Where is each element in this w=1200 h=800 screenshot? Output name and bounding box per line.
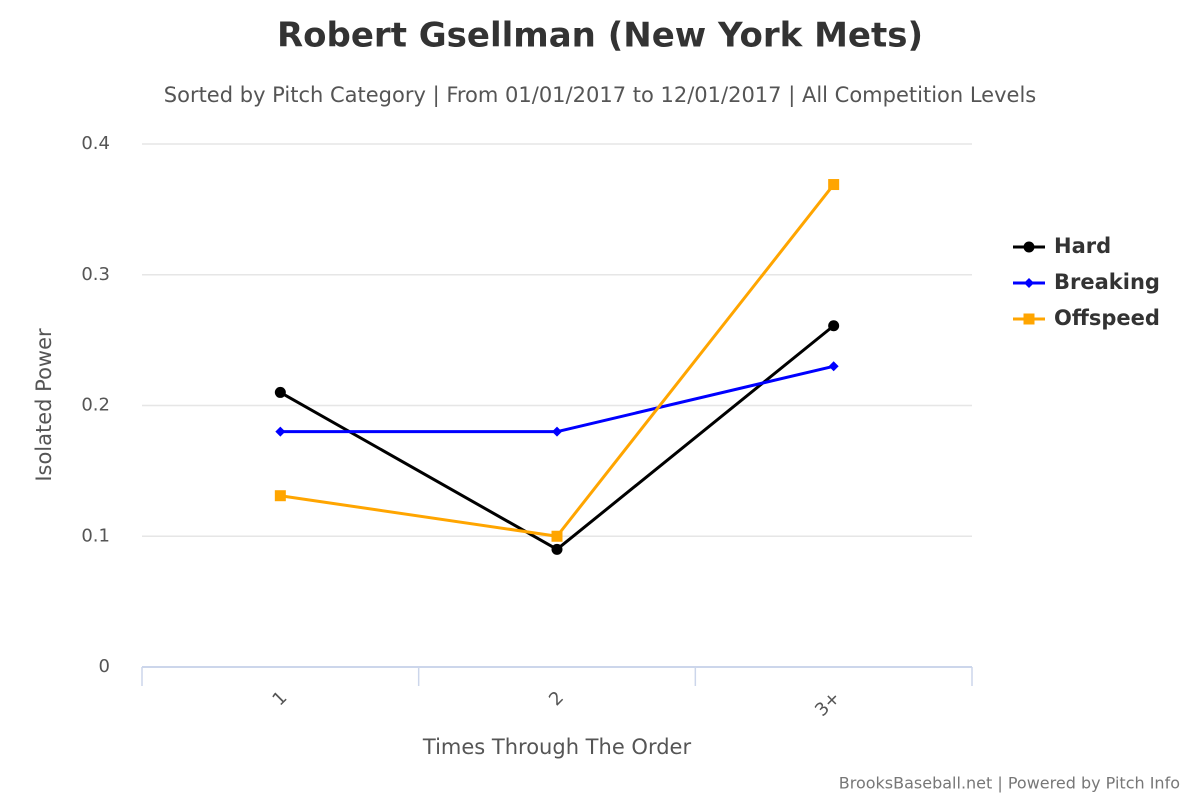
point	[274, 490, 286, 502]
legend-item[interactable]: Offspeed	[1013, 306, 1160, 330]
y-tick-label: 0.4	[81, 133, 110, 154]
point	[275, 426, 286, 437]
point	[551, 530, 563, 542]
point	[552, 426, 562, 437]
point	[551, 543, 563, 555]
chart-subtitle: Sorted by Pitch Category | From 01/01/20…	[164, 83, 1036, 108]
y-tick-label: 0.1	[81, 525, 110, 546]
legend-item[interactable]: Hard	[1013, 234, 1111, 258]
y-axis-title: Isolated Power	[32, 328, 56, 482]
y-tick-label: 0.2	[81, 395, 110, 416]
legend-item[interactable]: Breaking	[1013, 270, 1160, 294]
point	[1023, 241, 1035, 253]
point	[828, 179, 840, 191]
point	[828, 361, 839, 372]
credits[interactable]: BrooksBaseball.net | Powered by Pitch In…	[839, 774, 1180, 793]
legend-label: Hard	[1054, 234, 1111, 258]
y-tick-label: 0	[99, 656, 110, 677]
x-axis-title: Times Through The Order	[422, 735, 692, 759]
point	[1024, 278, 1034, 288]
point	[828, 320, 840, 332]
chart-title: Robert Gsellman (New York Mets)	[277, 16, 923, 56]
legend-label: Breaking	[1054, 270, 1160, 294]
legend-label: Offspeed	[1054, 306, 1160, 330]
y-tick-label: 0.3	[81, 264, 110, 285]
point	[1023, 313, 1035, 325]
point	[274, 386, 286, 398]
